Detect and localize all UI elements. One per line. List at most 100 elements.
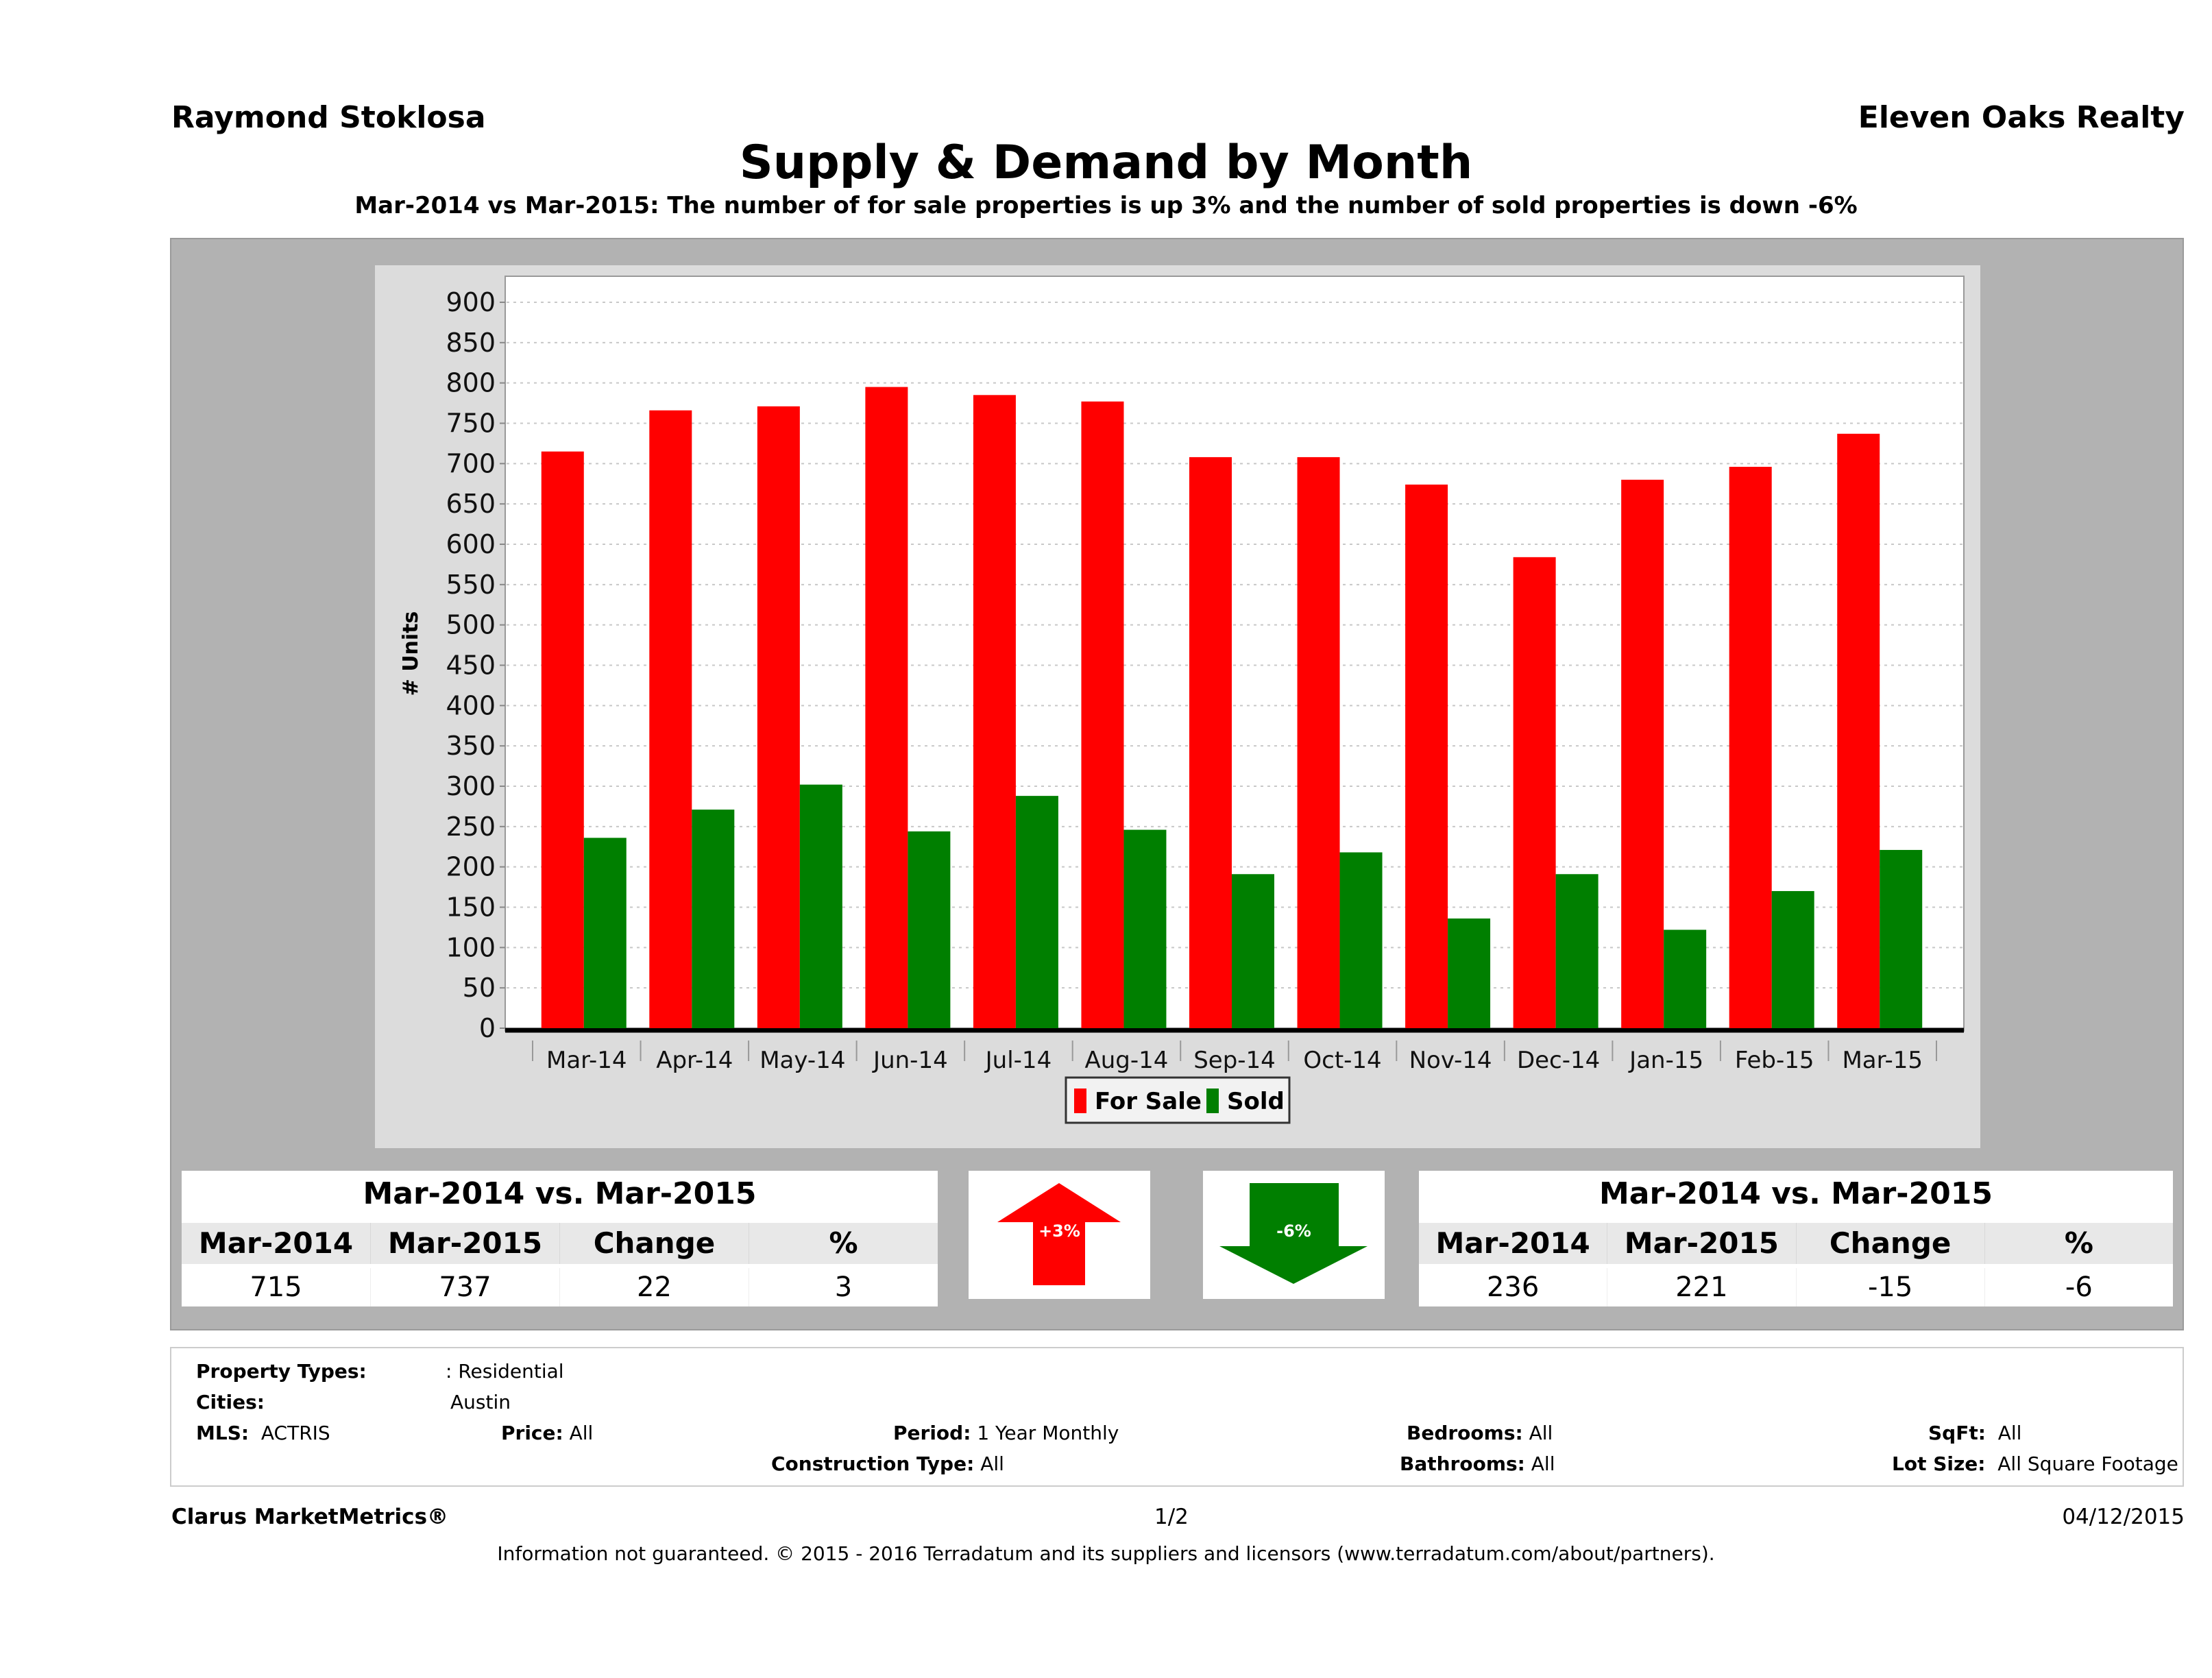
bar-for-sale-jun-14 — [865, 387, 908, 1028]
y-tick-label: 550 — [446, 570, 496, 600]
legend-box — [1065, 1076, 1291, 1124]
bar-for-sale-mar-15 — [1837, 433, 1880, 1028]
x-tick-label: Mar-14 — [546, 1047, 627, 1074]
x-tick-label: Apr-14 — [656, 1047, 733, 1074]
construction-type-label: Construction Type: — [771, 1452, 975, 1475]
cell: -6 — [2065, 1272, 2093, 1303]
bar-sold-aug-14 — [1123, 829, 1167, 1028]
page-title: Supply & Demand by Month — [739, 136, 1473, 190]
bar-sold-feb-15 — [1771, 890, 1814, 1028]
col-header: Mar-2014 — [1419, 1223, 1608, 1264]
x-tick-label: Mar-15 — [1842, 1047, 1923, 1074]
sold-summary-table: Mar-2014 vs. Mar-2015 Mar-2014 Mar-2015 … — [1419, 1171, 2173, 1306]
y-tick-label: 800 — [446, 368, 496, 398]
x-tick-label: Jan-15 — [1628, 1047, 1703, 1074]
bar-sold-jun-14 — [908, 831, 951, 1028]
col-header: Change — [560, 1223, 749, 1264]
x-axis-ticks: Mar-14 Apr-14 May-14 Jun-14 Jul-14 Aug-14 Sep-… — [532, 1041, 1937, 1074]
col-header: % — [2064, 1226, 2093, 1260]
bar-for-sale-nov-14 — [1405, 484, 1448, 1028]
y-tick-label: 200 — [446, 852, 496, 882]
lot-size-label: Lot Size: — [1892, 1452, 1986, 1475]
sold-summary-header: Mar-2014 Mar-2015 Change % — [1419, 1223, 2173, 1264]
sold-change-badge: -6% — [1276, 1221, 1311, 1241]
period-label: Period: — [893, 1422, 971, 1444]
col-header: Mar-2015 — [1607, 1223, 1797, 1264]
cell: 715 — [182, 1268, 371, 1306]
for-sale-summary-row: 715 737 22 3 — [182, 1268, 938, 1306]
y-tick-label: 650 — [446, 489, 496, 519]
bathrooms-value: All — [1531, 1452, 1555, 1475]
mls-label: MLS: — [196, 1422, 250, 1444]
property-types-value: : Residential — [446, 1360, 564, 1383]
cell: 22 — [560, 1268, 749, 1306]
legend-swatch-for-sale — [1074, 1089, 1086, 1113]
bar-sold-mar-15 — [1880, 849, 1923, 1028]
bar-for-sale-dec-14 — [1513, 557, 1556, 1028]
search-criteria-box — [170, 1347, 2184, 1487]
cell: 236 — [1419, 1268, 1608, 1306]
cell: -15 — [1797, 1268, 1985, 1306]
x-tick-label: Jun-14 — [872, 1047, 948, 1074]
x-tick-label: Jul-14 — [984, 1047, 1052, 1074]
bar-sold-jul-14 — [1015, 796, 1058, 1028]
col-header: Mar-2014 — [182, 1223, 371, 1264]
for-sale-change-indicator: +3% — [969, 1171, 1150, 1299]
sold-summary-title: Mar-2014 vs. Mar-2015 — [1419, 1171, 2173, 1217]
bar-sold-mar-14 — [583, 838, 627, 1028]
period-value: 1 Year Monthly — [977, 1422, 1119, 1444]
x-tick-label: Dec-14 — [1517, 1047, 1600, 1074]
bar-for-sale-feb-15 — [1729, 467, 1772, 1028]
bar-for-sale-may-14 — [757, 406, 800, 1028]
y-tick-label: 750 — [446, 409, 496, 439]
for-sale-summary-table: Mar-2014 vs. Mar-2015 Mar-2014 Mar-2015 … — [182, 1171, 938, 1306]
bar-sold-apr-14 — [692, 810, 735, 1028]
x-tick-label: Oct-14 — [1303, 1047, 1381, 1074]
y-tick-label: 150 — [446, 892, 496, 923]
down-arrow-icon — [1219, 1183, 1368, 1284]
y-tick-label: 450 — [446, 650, 496, 681]
x-tick-label: Sep-14 — [1193, 1047, 1276, 1074]
bar-for-sale-jan-15 — [1621, 479, 1664, 1028]
legend-swatch-sold — [1206, 1089, 1219, 1113]
legend-label-sold: Sold — [1227, 1088, 1285, 1115]
report-date: 04/12/2015 — [2062, 1505, 2185, 1529]
sqft-label: SqFt: — [1928, 1422, 1986, 1444]
bar-for-sale-oct-14 — [1297, 457, 1340, 1028]
bedrooms-label: Bedrooms: — [1407, 1422, 1523, 1444]
x-tick-label: May-14 — [759, 1047, 845, 1074]
bar-for-sale-sep-14 — [1189, 457, 1232, 1028]
y-axis-ticks: 0 50 100 150 200 250 300 350 400 450 500 550 600 650 7… — [446, 287, 505, 1043]
y-tick-label: 400 — [446, 690, 496, 720]
bar-for-sale-mar-14 — [541, 451, 584, 1028]
supply-demand-chart: 0 50 100 150 200 250 300 350 400 450 500 550 600 650 7… — [399, 276, 1965, 1124]
page-number: 1/2 — [1154, 1505, 1189, 1529]
for-sale-change-badge: +3% — [1038, 1221, 1080, 1241]
cell: 221 — [1607, 1268, 1797, 1306]
x-tick-label: Nov-14 — [1409, 1047, 1492, 1074]
bar-for-sale-jul-14 — [973, 395, 1016, 1028]
y-tick-label: 50 — [463, 973, 496, 1003]
cities-label: Cities: — [196, 1391, 265, 1413]
price-value: All — [569, 1422, 594, 1444]
bar-sold-oct-14 — [1339, 852, 1383, 1028]
bars — [541, 387, 1923, 1028]
mls-value: ACTRIS — [260, 1422, 330, 1444]
brokerage-name: Eleven Oaks Realty — [1858, 100, 2185, 135]
agent-name: Raymond Stoklosa — [171, 100, 486, 135]
chart-legend: For Sale Sold — [1065, 1076, 1291, 1124]
sold-summary-row: 236 221 -15 -6 — [1419, 1268, 2173, 1306]
col-header: % — [829, 1226, 858, 1260]
bar-sold-dec-14 — [1555, 874, 1599, 1028]
bedrooms-value: All — [1529, 1422, 1553, 1444]
x-tick-label: Feb-15 — [1735, 1047, 1814, 1074]
y-tick-label: 250 — [446, 812, 496, 842]
y-tick-label: 100 — [446, 932, 496, 962]
bar-sold-may-14 — [799, 784, 842, 1028]
sold-change-indicator: -6% — [1203, 1171, 1385, 1299]
y-tick-label: 350 — [446, 731, 496, 761]
y-tick-label: 300 — [446, 771, 496, 801]
y-tick-label: 700 — [446, 448, 496, 478]
bathrooms-label: Bathrooms: — [1400, 1452, 1525, 1475]
cities-value: Austin — [450, 1391, 511, 1413]
